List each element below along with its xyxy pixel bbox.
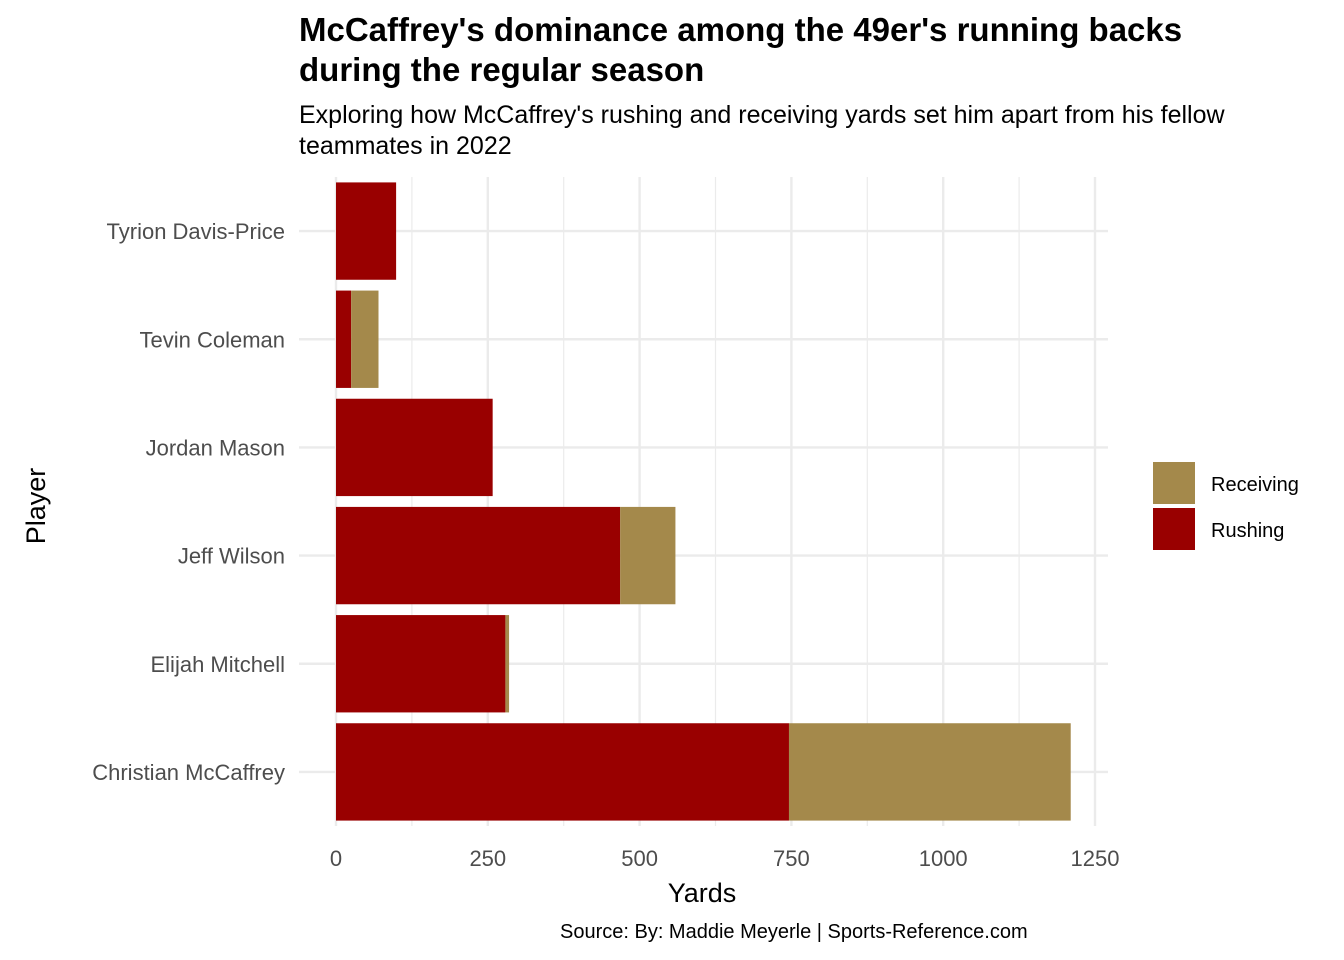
- bar-rushing-tyrion-davis-price: [336, 182, 397, 280]
- bar-receiving-christian-mccaffrey: [788, 723, 1071, 821]
- legend-key-rushing: [1153, 508, 1195, 550]
- x-tick-label: 500: [621, 846, 658, 871]
- x-tick-label: 250: [469, 846, 506, 871]
- y-tick-label: Tyrion Davis-Price: [107, 219, 285, 244]
- bar-rushing-tevin-coleman: [336, 290, 352, 388]
- y-tick-labels: Christian McCaffrey Elijah Mitchell Jeff W…: [92, 219, 285, 785]
- x-tick-label: 1000: [919, 846, 968, 871]
- bar-receiving-elijah-mitchell: [505, 615, 510, 713]
- bar-rushing-jordan-mason: [336, 398, 493, 497]
- chart-caption: Source: By: Maddie Meyerle | Sports-Refe…: [560, 921, 1028, 943]
- y-tick-label: Elijah Mitchell: [151, 652, 286, 677]
- bar-receiving-jeff-wilson: [620, 506, 676, 605]
- legend: Receiving Rushing: [1153, 462, 1299, 550]
- bar-rushing-jeff-wilson: [336, 506, 621, 605]
- bar-receiving-tevin-coleman: [351, 290, 379, 388]
- x-axis-title: Yards: [668, 878, 737, 908]
- y-tick-label: Tevin Coleman: [139, 327, 285, 352]
- chart-subtitle: Exploring how McCaffrey's rushing and re…: [299, 101, 1225, 160]
- legend-key-receiving: [1153, 462, 1195, 504]
- y-tick-label: Jordan Mason: [146, 435, 285, 460]
- y-tick-label: Jeff Wilson: [178, 544, 285, 569]
- chart-title: McCaffrey's dominance among the 49er's r…: [299, 11, 1183, 88]
- x-tick-label: 1250: [1071, 846, 1120, 871]
- bars-layer: [336, 182, 1071, 821]
- legend-label-receiving: Receiving: [1211, 474, 1299, 496]
- y-tick-label: Christian McCaffrey: [92, 760, 285, 785]
- x-tick-label: 0: [330, 846, 342, 871]
- y-axis-title: Player: [21, 468, 51, 545]
- bar-rushing-christian-mccaffrey: [336, 723, 789, 821]
- bar-rushing-elijah-mitchell: [336, 615, 506, 713]
- legend-label-rushing: Rushing: [1211, 520, 1284, 542]
- x-tick-label: 750: [773, 846, 810, 871]
- x-tick-labels: 0 250 500 750 1000 1250: [330, 846, 1120, 871]
